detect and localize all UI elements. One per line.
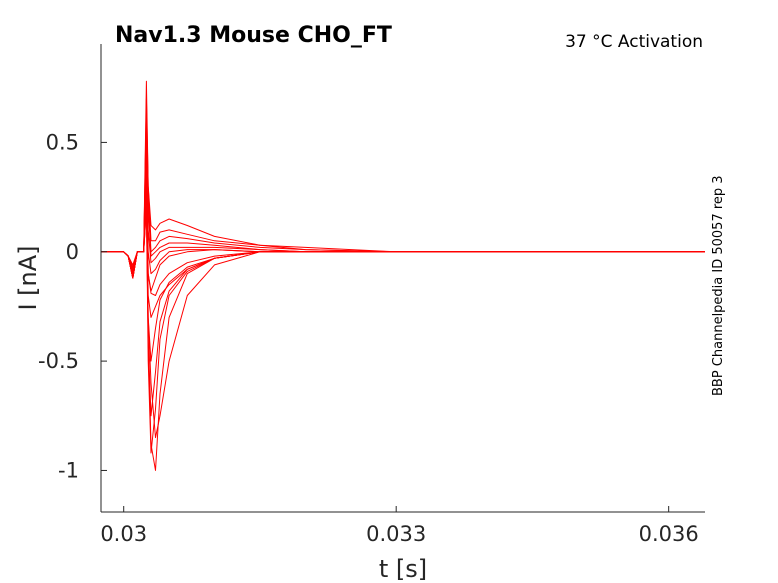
chart-subtitle: 37 °C Activation [565,32,703,52]
y-tick-label: 0.5 [46,130,79,154]
trace-12 [101,203,705,454]
trace-14 [101,207,705,439]
x-tick-label: 0.036 [639,522,699,546]
x-tick-label: 0.033 [366,522,426,546]
y-ticks-group: 0.5 0 -0.5 -1 [38,130,107,482]
trace-10 [101,185,705,362]
trace-9 [101,174,705,318]
y-tick-label: -1 [58,458,79,482]
x-axis-label: t [s] [379,555,427,583]
trace-7 [101,152,705,292]
y-axis-label: I [nA] [14,245,42,310]
trace-2 [101,98,705,268]
traces-group [101,80,705,471]
trace-11 [101,196,705,417]
y-tick-label: -0.5 [38,349,79,373]
trace-4 [101,120,705,272]
x-tick-label: 0.03 [100,522,147,546]
chart-title: Nav1.3 Mouse CHO_FT [115,23,392,48]
side-label: BBP Channelpedia ID 50057 rep 3 [711,175,726,396]
trace-8 [101,163,705,296]
trace-3 [101,109,705,270]
trace-1 [101,80,705,266]
y-tick-label: 0 [66,240,79,264]
trace-6 [101,141,705,277]
x-ticks-group: 0.03 0.033 0.036 [100,506,699,546]
